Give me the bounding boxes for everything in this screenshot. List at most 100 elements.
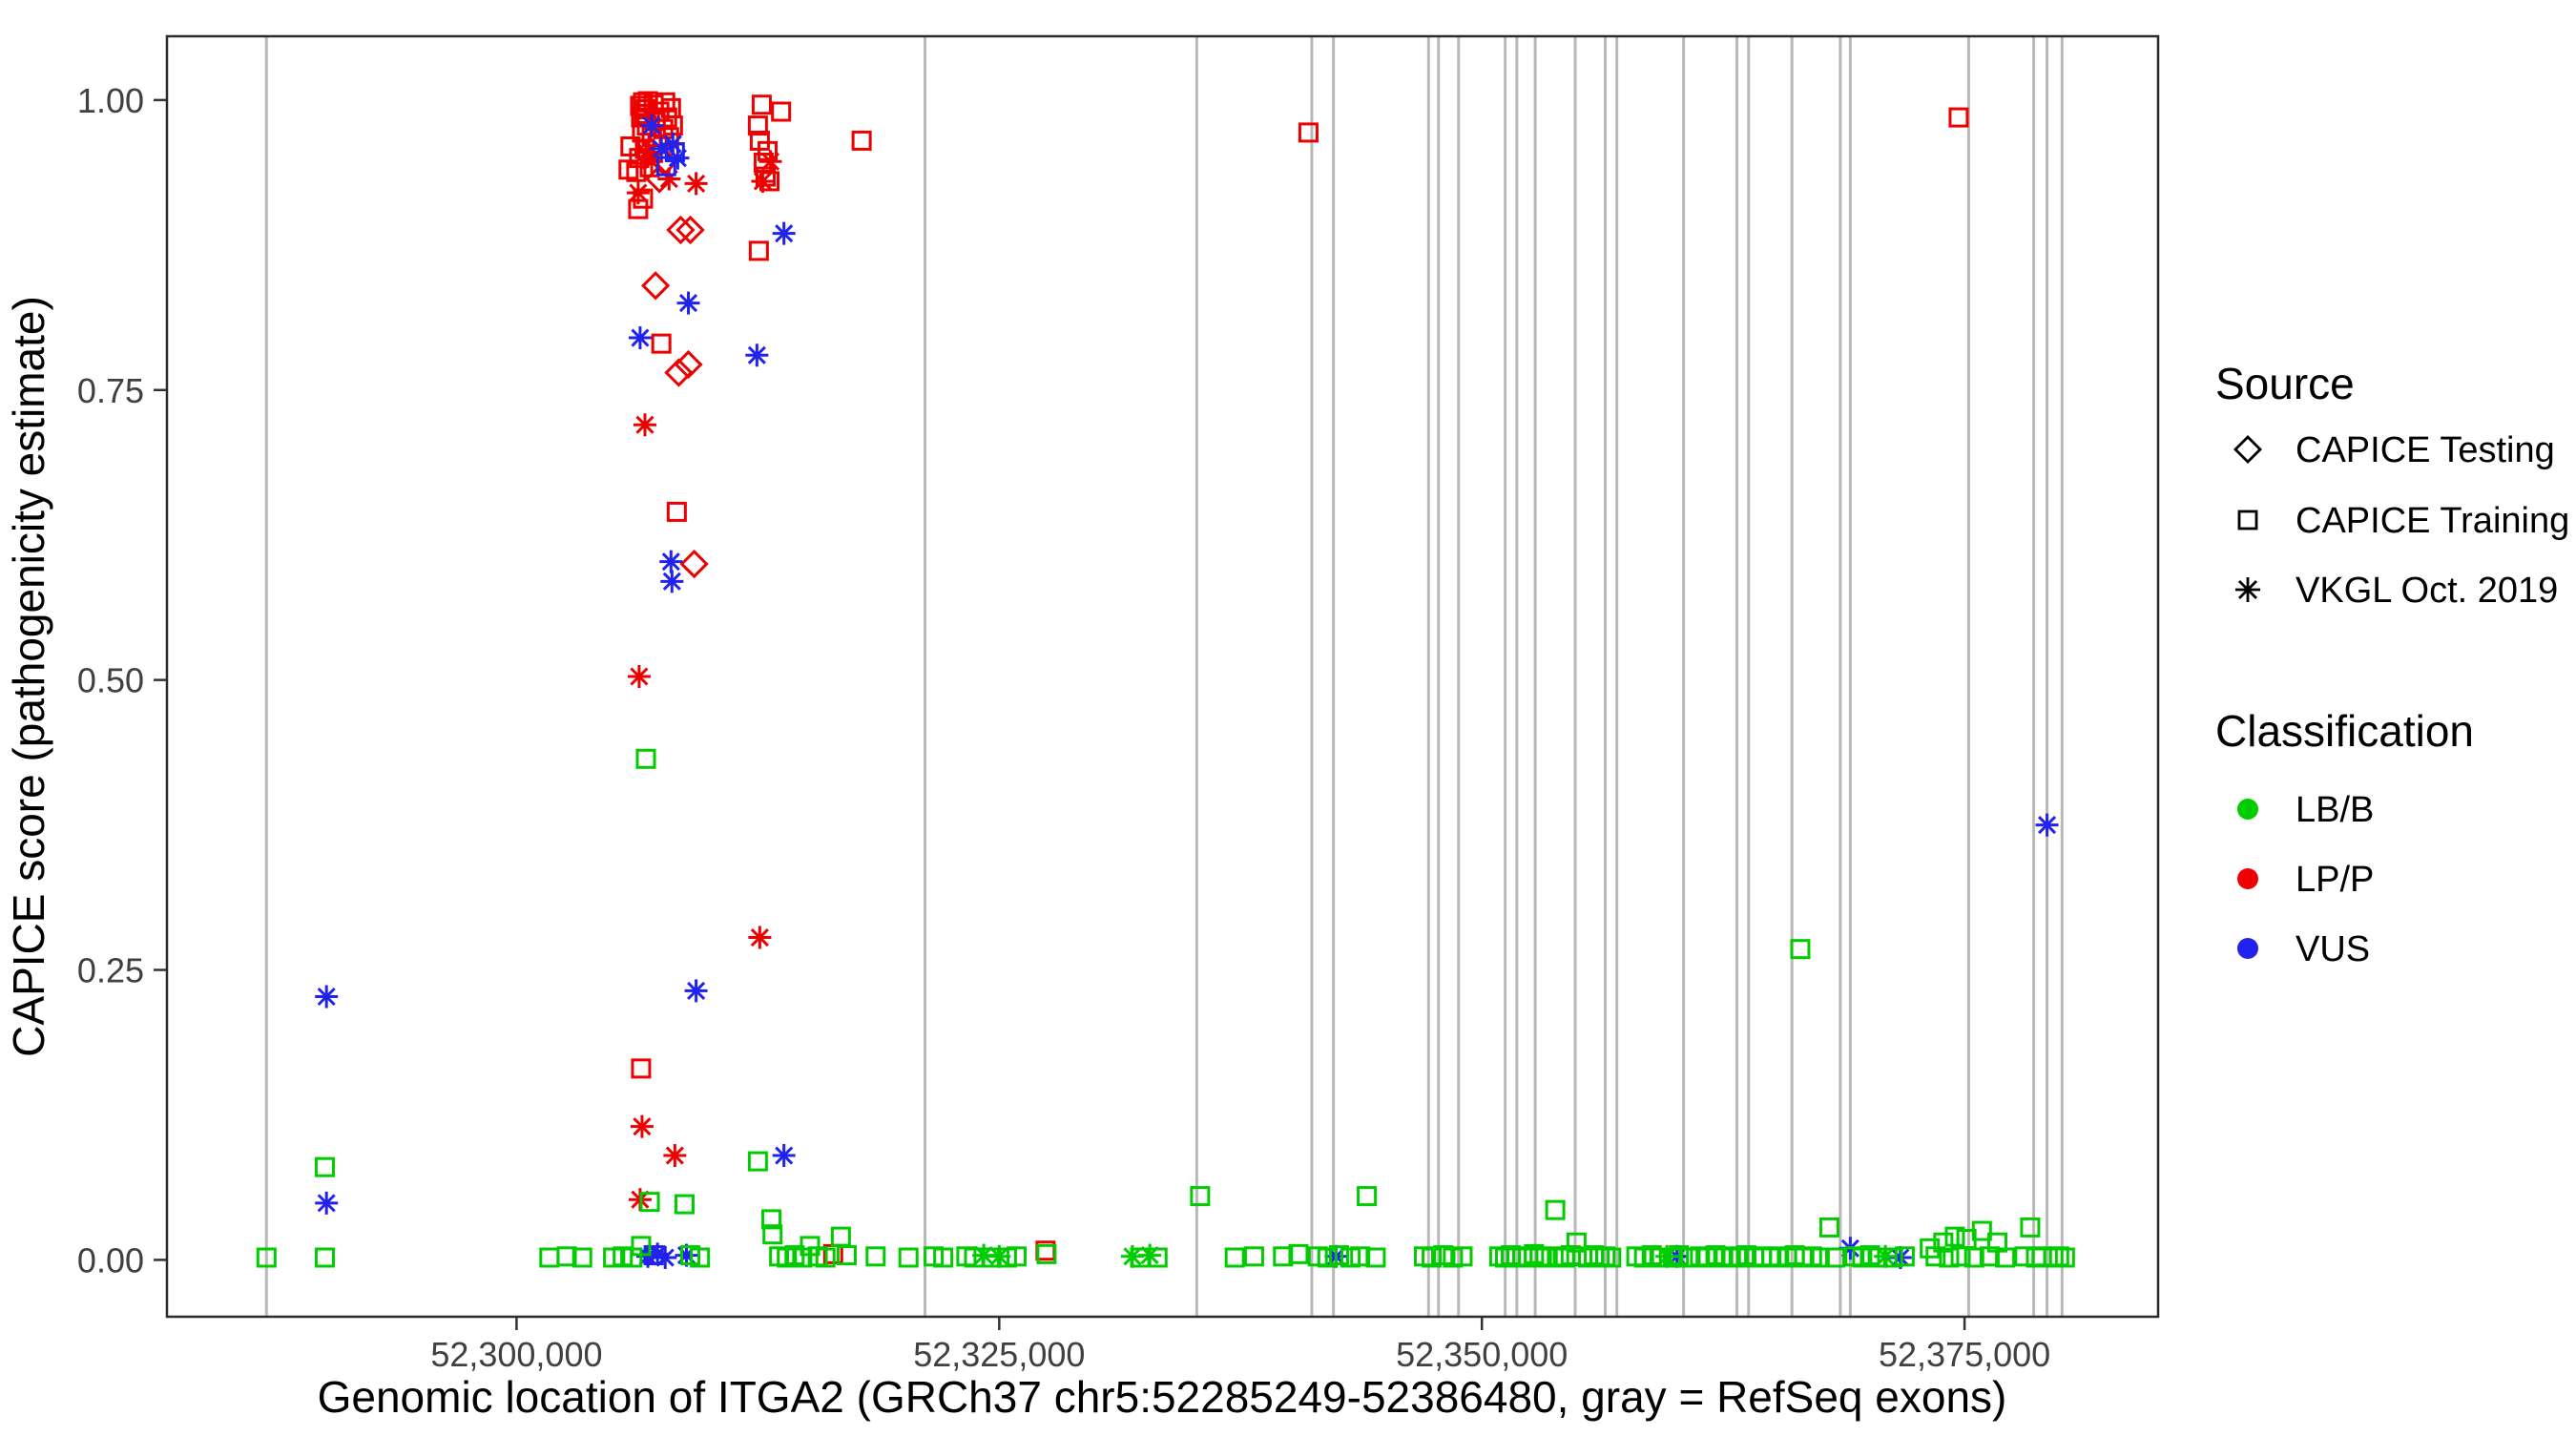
x-tick-label: 52,375,000	[1879, 1335, 2050, 1374]
legend-item-label: LB/B	[2296, 790, 2374, 830]
point-square-lb-b	[1243, 1246, 1264, 1267]
point-square-lb-b	[631, 1236, 652, 1257]
point-square-lp-p	[658, 127, 679, 148]
legend-classification-title: Classification	[2215, 706, 2474, 756]
point-square-lb-b	[836, 1245, 857, 1266]
point-diamond-lp-p	[679, 549, 709, 579]
point-asterisk-lp-p	[751, 169, 775, 193]
point-square-lb-b	[1288, 1243, 1309, 1264]
point-square-lp-p	[751, 94, 772, 115]
point-square-lb-b	[747, 1151, 768, 1172]
point-square-lb-b	[556, 1246, 577, 1267]
point-square-lb-b	[1452, 1246, 1473, 1267]
point-square-lp-p	[771, 101, 792, 122]
y-tick-label: 0.25	[77, 951, 144, 990]
point-square-lb-b	[1882, 1247, 1903, 1268]
point-square-lb-b	[1566, 1232, 1587, 1253]
legend-item-vus: VUS	[2237, 929, 2370, 969]
point-diamond-lp-p	[640, 271, 671, 301]
point-asterisk-lp-p	[626, 181, 650, 205]
vus-color-dot-icon	[2237, 938, 2258, 959]
point-asterisk-vus	[315, 1191, 339, 1215]
point-square-lb-b	[1818, 1217, 1839, 1238]
asterisk-icon	[2235, 577, 2260, 602]
point-square-lb-b	[815, 1247, 836, 1268]
legend-item-capice-testing: CAPICE Testing	[2233, 430, 2555, 470]
point-square-lb-b	[1971, 1220, 1992, 1241]
y-tick-label: 1.00	[77, 81, 144, 120]
legend-item-label: CAPICE Testing	[2296, 430, 2555, 470]
y-tick-label: 0.75	[77, 371, 144, 410]
square-icon	[2237, 510, 2258, 531]
point-square-lb-b	[1933, 1232, 1954, 1253]
legend-item-label: VKGL Oct. 2019	[2296, 571, 2558, 611]
point-asterisk-vus	[315, 985, 339, 1009]
x-axis-title: Genomic location of ITGA2 (GRCh37 chr5:5…	[318, 1372, 2007, 1422]
y-tick-label: 0.00	[77, 1240, 144, 1280]
point-square-vus	[655, 156, 676, 177]
legend-item-vkgl: VKGL Oct. 2019	[2235, 571, 2558, 611]
point-square-lb-b	[830, 1226, 851, 1247]
point-asterisk-vus	[676, 291, 700, 315]
point-square-lb-b	[539, 1247, 560, 1268]
point-asterisk-lp-p	[684, 172, 708, 196]
lbb-color-dot-icon	[2237, 799, 2258, 820]
legend-item-lpp: LP/P	[2237, 860, 2374, 900]
point-square-lb-b	[1357, 1186, 1378, 1207]
point-square-lb-b	[1809, 1247, 1830, 1268]
point-square-lb-b	[1365, 1247, 1386, 1268]
legend-item-capice-training: CAPICE Training	[2237, 501, 2569, 541]
legend-item-label: CAPICE Training	[2296, 501, 2569, 541]
point-square-lb-b	[1601, 1247, 1622, 1268]
point-diamond-lp-p	[675, 215, 705, 245]
x-tick-label: 52,300,000	[430, 1335, 602, 1374]
point-square-lb-b	[898, 1247, 919, 1268]
x-tick-label: 52,325,000	[913, 1335, 1085, 1374]
point-square-lb-b	[1317, 1247, 1338, 1268]
point-asterisk-lp-p	[758, 150, 782, 174]
point-square-lb-b	[761, 1209, 782, 1230]
point-square-lp-p	[633, 188, 654, 209]
legend-item-label: VUS	[2296, 929, 2370, 969]
point-asterisk-lp-p	[627, 665, 651, 688]
point-square-lb-b	[865, 1246, 886, 1267]
y-axis-title: CAPICE score (pathogenicity estimate)	[4, 296, 53, 1057]
point-square-lb-b	[639, 1192, 660, 1213]
x-axis-ticks: 52,300,000 52,325,000 52,350,000 52,375,000	[430, 1317, 2050, 1374]
point-square-lb-b	[1790, 939, 1811, 960]
point-square-lb-b	[690, 1247, 711, 1268]
point-square-lb-b	[635, 748, 656, 769]
point-square-lb-b	[256, 1247, 277, 1268]
point-square-lb-b	[1963, 1247, 1984, 1268]
point-square-lb-b	[1147, 1247, 1168, 1268]
point-square-lp-p	[1298, 122, 1319, 143]
point-square-lb-b	[1825, 1247, 1846, 1268]
point-square-lb-b	[2054, 1247, 2075, 1268]
point-square-lp-p	[748, 240, 769, 261]
point-asterisk-vus	[745, 343, 769, 367]
point-asterisk-lp-p	[634, 140, 657, 164]
point-asterisk-vus	[640, 114, 664, 137]
point-square-lb-b	[1524, 1243, 1545, 1264]
point-square-lb-b	[1944, 1226, 1965, 1247]
legend: Source CAPICE Testing CAPICE Training VK…	[2215, 359, 2569, 969]
point-asterisk-vus	[2035, 813, 2059, 837]
point-square-lb-b	[1350, 1246, 1371, 1267]
point-square-lb-b	[1535, 1247, 1556, 1268]
point-square-lb-b	[571, 1247, 592, 1268]
point-square-lp-p	[747, 115, 768, 136]
point-square-lp-p	[626, 161, 647, 182]
point-diamond-lp-p	[666, 215, 696, 245]
point-square-lb-b	[1007, 1246, 1028, 1267]
lpp-color-dot-icon	[2237, 868, 2258, 889]
point-square-lp-p	[651, 333, 672, 354]
legend-source-title: Source	[2215, 359, 2355, 408]
point-square-lb-b	[1545, 1199, 1566, 1220]
point-square-lb-b	[1224, 1247, 1245, 1268]
point-square-lp-p	[631, 1058, 652, 1079]
point-square-lp-p	[666, 501, 687, 522]
point-asterisk-vus	[659, 550, 683, 573]
point-asterisk-lp-p	[663, 1144, 687, 1168]
